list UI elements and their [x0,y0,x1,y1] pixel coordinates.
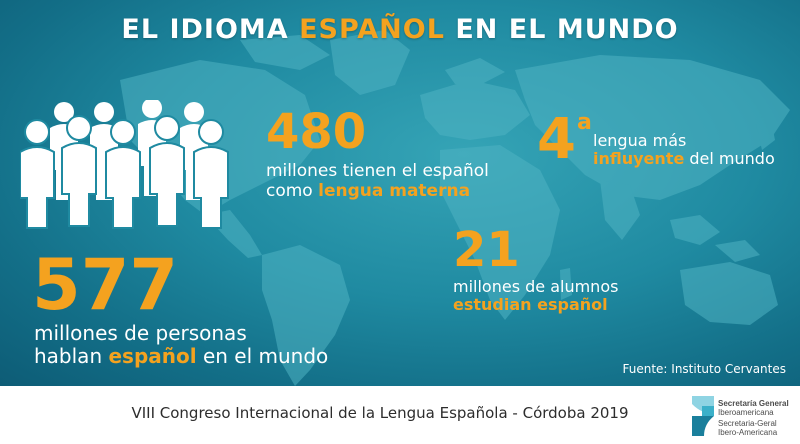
footer-event-title: VIII Congreso Internacional de la Lengua… [131,404,629,422]
ranking-text: lengua más influyente del mundo [593,131,775,169]
ranking-line1: lengua más [593,131,687,150]
ranking-number: 4 [537,107,576,172]
native-speakers-number: 480 [266,104,367,160]
native-line2-pre: como [266,180,319,201]
title-part1: EL IDIOMA [121,14,300,45]
ranking-line2-post: del mundo [684,149,775,169]
logo-text-pt: Secretaria-Geral Ibero-Americana [718,419,777,437]
native-line1: millones tienen el español [266,161,489,181]
students-line2: estudian español [453,296,618,314]
logo-line1: Secretaría General [718,399,789,408]
students-line1: millones de alumnos [453,277,619,296]
page-title: EL IDIOMA ESPAÑOL EN EL MUNDO [0,14,800,45]
logo-line3: Secretaria-Geral [718,419,777,428]
ranking-line2: influyente del mundo [593,150,775,168]
native-line2-highlight: lengua materna [318,180,471,201]
source-credit: Fuente: Instituto Cervantes [622,362,787,376]
segib-logo-icon [692,396,714,436]
speakers-number: 577 [32,244,179,326]
speakers-line1: millones de personas [34,321,247,345]
native-line2: como lengua materna [266,180,489,202]
speakers-line2: hablan español en el mundo [34,345,328,368]
ranking-superscript: a [577,110,592,135]
title-part2: EN EL MUNDO [444,14,679,45]
students-number: 21 [453,222,520,278]
native-speakers-text: millones tienen el español como lengua m… [266,161,489,202]
speakers-line2-post: en el mundo [196,344,329,368]
students-text: millones de alumnos estudian español [453,277,619,315]
hero-panel: EL IDIOMA ESPAÑOL EN EL MUNDO [0,0,800,386]
title-highlight: ESPAÑOL [299,14,445,45]
footer: VIII Congreso Internacional de la Lengua… [0,386,800,444]
speakers-text: millones de personas hablan español en e… [34,322,328,368]
ranking-line2-highlight: influyente [593,149,685,169]
logo-line4: Ibero-Americana [718,428,778,438]
logo-line2: Iberoamericana [718,408,774,418]
people-group-icon [20,100,229,229]
speakers-line2-pre: hablan [34,344,109,368]
students-line2-highlight: estudian español [453,295,608,315]
speakers-line2-highlight: español [108,344,197,368]
segib-logo: Secretaría General Iberoamericana Secret… [690,393,798,439]
logo-text-es: Secretaría General Iberoamericana [718,399,789,417]
